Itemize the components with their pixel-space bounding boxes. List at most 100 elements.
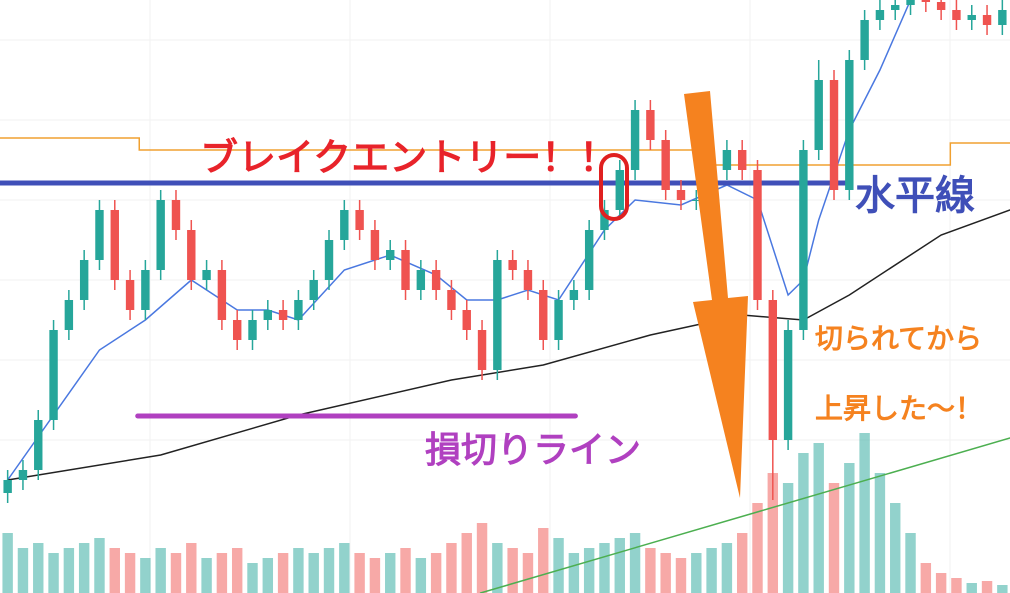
candle-body [508, 260, 517, 270]
volume-bar [553, 538, 564, 593]
indicator-line [6, 209, 1010, 481]
volume-bar [721, 543, 733, 593]
candle-body [217, 270, 227, 320]
volume-bar [476, 523, 488, 593]
volume-bar [859, 433, 870, 593]
down-arrow [684, 91, 748, 498]
volume-bar [736, 533, 748, 593]
candle-body [34, 420, 43, 470]
candle-body [722, 150, 732, 170]
volume-bar [798, 453, 809, 593]
volume-bar [247, 563, 258, 593]
volume-bar [706, 548, 717, 593]
volume-bar [752, 503, 763, 593]
volume-bar [629, 533, 641, 593]
annotation: 切られてから [815, 322, 982, 355]
candle-body [401, 250, 410, 290]
candle-body [416, 270, 426, 290]
candle-body [493, 260, 502, 370]
volume-layer [2, 433, 1008, 593]
candle-body [615, 170, 624, 210]
candle-body [600, 210, 609, 230]
candle-body [110, 210, 119, 280]
volume-bar [522, 553, 534, 593]
candle-body [692, 200, 701, 201]
volume-bar [599, 543, 610, 593]
volume-bar [323, 548, 335, 593]
candle-body [340, 210, 349, 240]
candle-body [248, 320, 257, 340]
volume-bar [614, 538, 625, 593]
volume-bar [109, 548, 120, 593]
candle-body [906, 0, 915, 5]
candle-body [936, 2, 946, 10]
annotation: 上昇した〜！ [815, 392, 983, 425]
candle-body [156, 200, 165, 270]
candle-body [431, 270, 441, 290]
volume-bar [844, 463, 855, 593]
candle-body [462, 310, 471, 330]
volume-bar [308, 553, 319, 593]
candle-body [232, 320, 242, 340]
volume-bar [17, 548, 29, 593]
candle-body [171, 200, 181, 230]
volume-bar [645, 548, 656, 593]
volume-bar [767, 473, 779, 593]
candle-body [79, 260, 89, 300]
volume-bar [828, 483, 840, 593]
volume-bar [782, 483, 794, 593]
volume-bar [369, 558, 381, 593]
candle-body [324, 240, 334, 280]
candle-body [477, 330, 487, 370]
candle-body [921, 0, 931, 2]
candle-body [64, 300, 74, 330]
volume-bar [124, 553, 136, 593]
volume-bar [48, 553, 59, 593]
volume-bar [874, 473, 886, 593]
volume-bar [951, 578, 962, 593]
volume-bar [813, 443, 824, 593]
candle-layer [3, 0, 1007, 503]
volume-bar [231, 548, 243, 593]
candle-body [584, 230, 594, 290]
candle-body [676, 190, 686, 200]
candle-body [829, 80, 839, 190]
volume-bar [94, 538, 105, 593]
volume-bar [461, 533, 472, 593]
candle-body [860, 20, 869, 60]
candle-body [845, 60, 854, 190]
volume-bar [216, 553, 228, 593]
volume-bar [905, 533, 916, 593]
candle-body [661, 140, 670, 190]
volume-bar [2, 533, 13, 593]
candle-body [539, 290, 548, 340]
volume-bar [890, 503, 901, 593]
candle-body [278, 310, 288, 320]
candle-body [18, 470, 28, 480]
volume-bar [538, 528, 549, 593]
volume-bar [63, 548, 75, 593]
candle-body [737, 150, 747, 170]
volume-bar [78, 543, 90, 593]
candle-body [3, 480, 12, 493]
candle-body [95, 210, 104, 260]
candle-body [294, 300, 303, 320]
annotation: 損切りライン [425, 430, 641, 471]
candle-body [967, 15, 976, 20]
volume-bar [277, 553, 289, 593]
volume-bar [446, 543, 457, 593]
candle-body [875, 10, 885, 20]
volume-bar [400, 548, 411, 593]
volume-bar [583, 548, 595, 593]
indicator-line [479, 437, 1010, 593]
candle-body [768, 300, 778, 440]
volume-bar [170, 553, 182, 593]
candle-body [263, 310, 273, 320]
volume-bar [186, 543, 197, 593]
candle-body [891, 5, 900, 10]
candle-body [982, 15, 992, 25]
candle-body [49, 330, 58, 420]
candle-body [753, 170, 762, 300]
